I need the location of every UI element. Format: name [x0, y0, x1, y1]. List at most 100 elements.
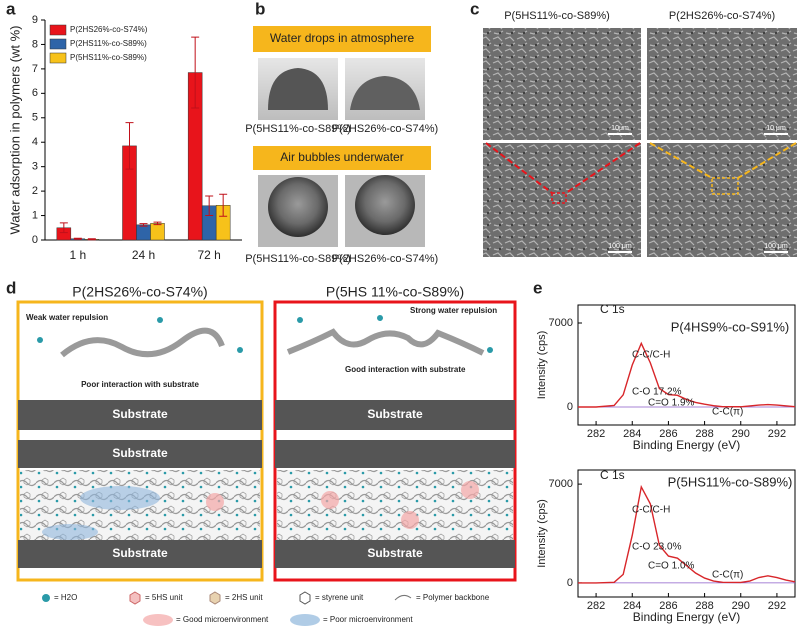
scale-text: 100 μm: [764, 243, 788, 250]
banner-text: Air bubbles underwater: [280, 150, 403, 164]
legend-icon: [290, 614, 320, 626]
y-tick-label: 9: [32, 14, 38, 26]
bar: [136, 224, 151, 241]
note: Weak water repulsion: [26, 313, 108, 322]
zoom-box: [551, 192, 567, 204]
panel-letter: b: [255, 0, 265, 18]
panel-letter: c: [470, 0, 479, 18]
panel-c: P(5HS11%-co-S89%) P(2HS26%-co-S74%) 10μm…: [483, 10, 797, 257]
element-label: C 1s: [600, 302, 625, 316]
caption: P(2HS26%-co-S74%): [332, 123, 438, 135]
bar: [150, 223, 165, 241]
y-tick-label: 7: [32, 63, 38, 75]
legend-text: = Polymer backbone: [416, 593, 490, 602]
good-region: [206, 493, 224, 511]
substrate-label: Substrate: [367, 546, 423, 560]
y-axis-label: Intensity (cps): [536, 499, 548, 567]
y-tick-label: 0: [567, 401, 573, 413]
sem-image: [647, 28, 797, 140]
x-tick-label: 72 h: [197, 248, 220, 262]
good-region: [321, 491, 339, 509]
annotation: C-O 17.2%: [632, 387, 682, 398]
polymer-film: [277, 470, 513, 540]
error-bar: [59, 222, 68, 234]
x-tick-label: 290: [732, 600, 750, 612]
poor-region: [42, 524, 98, 540]
banner-text: Water drops in atmosphere: [270, 31, 415, 45]
y-tick-label: 0: [567, 577, 573, 589]
box-title: P(2HS26%-co-S74%): [72, 284, 207, 300]
spectrum: [578, 484, 796, 584]
backbone: [60, 327, 225, 358]
scale-text: 10μm: [611, 125, 629, 132]
water: [377, 315, 383, 321]
substrate-label: Substrate: [367, 407, 423, 421]
substrate: [275, 540, 515, 568]
y-tick-label: 6: [32, 87, 38, 99]
y-tick-label: 1: [32, 209, 38, 221]
y-axis-label: Water adsorption in polymers (wt %): [7, 25, 22, 234]
legend-text: P(2HS11%-co-S89%): [70, 39, 147, 48]
good-region: [401, 511, 419, 529]
y-tick-label: 3: [32, 161, 38, 173]
error-bar: [139, 223, 148, 227]
note: Strong water repulsion: [410, 306, 497, 315]
legend-icon: [129, 591, 141, 605]
water: [237, 347, 243, 353]
legend-swatch: [49, 24, 67, 36]
sem-image: [483, 143, 641, 257]
legend-text: P(2HS26%-co-S74%): [70, 25, 148, 34]
substrate: [18, 400, 262, 430]
x-tick-label: 284: [623, 428, 641, 440]
error-bar: [73, 237, 82, 240]
water: [157, 317, 163, 323]
bubble: [268, 177, 328, 237]
legend-icon: [394, 594, 412, 601]
sem-image: [483, 28, 641, 140]
substrate-label: Substrate: [112, 546, 168, 560]
panel-letter: e: [533, 278, 542, 297]
y-tick-label: 7000: [549, 317, 573, 329]
annotation: C-O 23.0%: [632, 542, 682, 553]
y-tick-label: 0: [32, 234, 38, 246]
error-bar: [125, 122, 134, 170]
water: [297, 317, 303, 323]
substrate: [18, 440, 262, 468]
note: Poor interaction with substrate: [81, 380, 199, 389]
plot-frame: [577, 469, 796, 598]
good-region: [461, 481, 479, 499]
error-bar: [87, 238, 96, 241]
legend-icon: [42, 594, 50, 602]
panel-d: P(2HS26%-co-S74%) P(5HS 11%-co-S89%) Wea…: [16, 284, 517, 626]
x-tick-label: 290: [732, 428, 750, 440]
x-tick-label: 282: [587, 600, 605, 612]
box-title: P(5HS 11%-co-S89%): [326, 284, 464, 300]
substrate: [275, 400, 515, 430]
legend-text: = 5HS unit: [145, 593, 183, 602]
error-bar: [205, 195, 214, 217]
y-tick-label: 8: [32, 38, 38, 50]
banner: [253, 26, 431, 52]
substrate-label: Substrate: [112, 407, 168, 421]
banner: [253, 146, 431, 170]
bubble: [355, 175, 415, 235]
panel-letter: d: [6, 278, 16, 297]
error-bar: [153, 221, 162, 226]
legend-text: = H2O: [54, 593, 77, 602]
substrate-label: Substrate: [112, 446, 168, 460]
panel-b: Water drops in atmosphere P(5HS11%-co-S8…: [245, 26, 438, 265]
element-label: C 1s: [600, 468, 625, 482]
water: [37, 337, 43, 343]
error-bar: [219, 193, 228, 217]
caption: P(2HS26%-co-S74%): [332, 253, 438, 265]
zoom-line: [649, 142, 797, 179]
image-title: P(2HS26%-co-S74%): [669, 10, 775, 22]
substrate: [275, 440, 515, 468]
caption: P(5HS11%-co-S89%): [245, 253, 351, 265]
x-tick-label: 286: [659, 600, 677, 612]
legend-text: P(5HS11%-co-S89%): [70, 53, 147, 62]
legend-text: = 2HS unit: [225, 593, 263, 602]
x-tick-label: 288: [695, 600, 713, 612]
annotation: C-C/C-H: [632, 505, 670, 516]
plot-frame: [577, 304, 796, 426]
